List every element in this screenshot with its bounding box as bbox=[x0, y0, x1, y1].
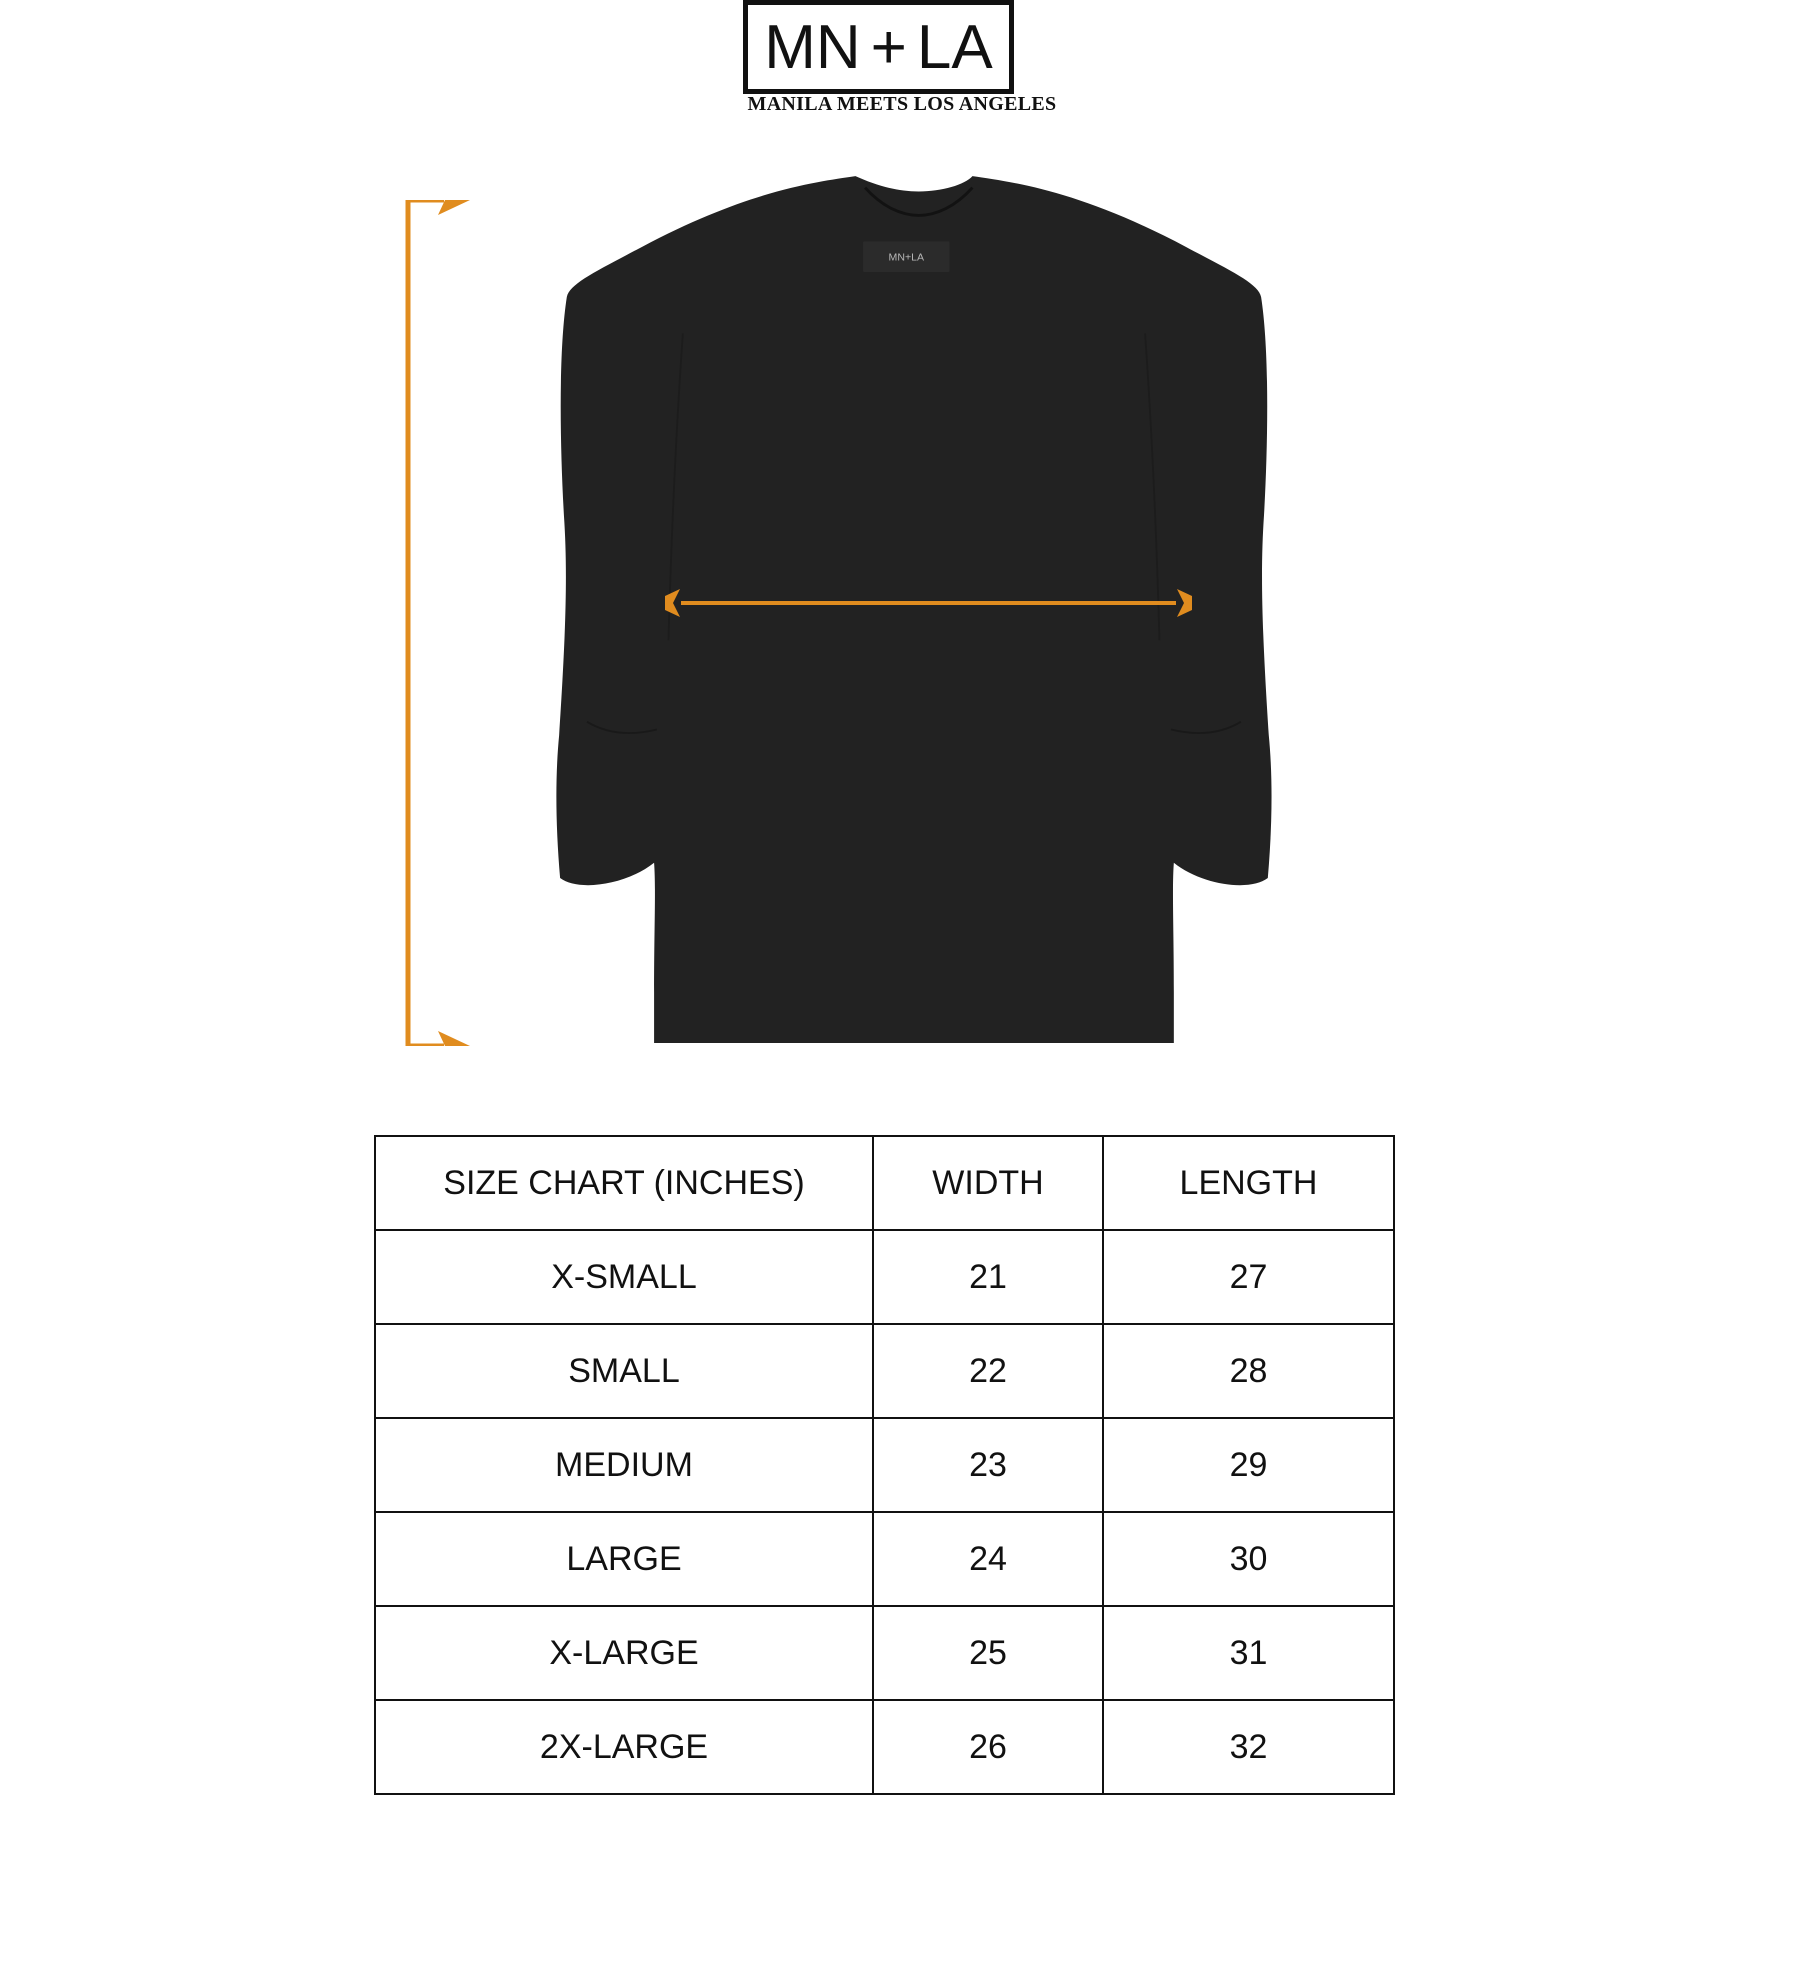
svg-text:MN+LA: MN+LA bbox=[889, 251, 924, 263]
